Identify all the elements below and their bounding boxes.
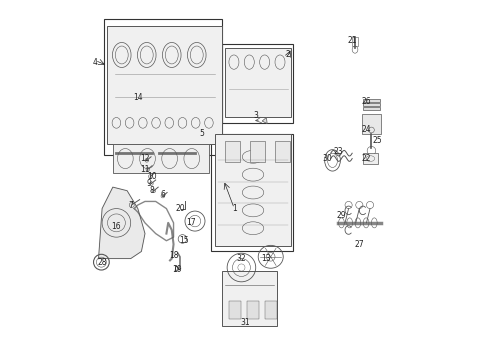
Bar <box>215 134 292 246</box>
Bar <box>225 141 240 162</box>
Text: 24: 24 <box>362 126 371 135</box>
Text: 8: 8 <box>150 186 154 195</box>
Text: 3: 3 <box>253 111 258 120</box>
Text: 6: 6 <box>160 190 165 199</box>
Bar <box>352 37 358 46</box>
Text: 26: 26 <box>362 97 371 106</box>
Text: 10: 10 <box>147 172 157 181</box>
Ellipse shape <box>124 150 129 157</box>
Bar <box>113 144 209 173</box>
Bar <box>250 141 265 162</box>
Bar <box>211 134 293 251</box>
Text: 4: 4 <box>93 58 98 67</box>
Text: 17: 17 <box>187 219 196 228</box>
Text: 22: 22 <box>362 154 371 163</box>
Text: 1: 1 <box>232 204 237 213</box>
Text: 27: 27 <box>354 240 364 249</box>
Ellipse shape <box>161 150 165 157</box>
Text: 31: 31 <box>240 318 250 327</box>
Bar <box>104 19 222 155</box>
Text: 19: 19 <box>172 265 182 274</box>
Text: 16: 16 <box>112 222 121 231</box>
Text: 20: 20 <box>176 204 186 213</box>
Text: 21: 21 <box>347 36 357 45</box>
Ellipse shape <box>131 150 136 157</box>
Bar <box>222 44 293 123</box>
Text: 29: 29 <box>337 211 346 220</box>
Ellipse shape <box>118 150 122 157</box>
Polygon shape <box>98 187 145 258</box>
Text: 15: 15 <box>179 236 189 245</box>
Bar <box>363 108 380 111</box>
Text: 12: 12 <box>140 154 150 163</box>
Text: 25: 25 <box>372 136 382 145</box>
Text: 7: 7 <box>128 201 133 210</box>
Ellipse shape <box>181 150 185 157</box>
Ellipse shape <box>138 150 143 157</box>
Text: 28: 28 <box>98 258 107 267</box>
Bar <box>363 153 378 164</box>
Bar <box>222 271 277 327</box>
Text: 32: 32 <box>237 254 246 263</box>
Bar <box>107 26 222 144</box>
Bar <box>229 301 242 319</box>
Text: 9: 9 <box>146 179 151 188</box>
Ellipse shape <box>188 150 192 157</box>
Text: 13: 13 <box>262 254 271 263</box>
Ellipse shape <box>168 150 172 157</box>
Ellipse shape <box>145 150 149 157</box>
Text: 11: 11 <box>140 165 150 174</box>
Text: 18: 18 <box>169 251 178 260</box>
Text: 2: 2 <box>286 50 290 59</box>
Bar <box>363 103 380 106</box>
Bar <box>247 301 259 319</box>
Text: 5: 5 <box>200 129 204 138</box>
Text: 30: 30 <box>322 154 332 163</box>
Polygon shape <box>262 117 267 123</box>
Text: 14: 14 <box>133 93 143 102</box>
Bar <box>275 141 290 162</box>
Text: 23: 23 <box>333 147 343 156</box>
Ellipse shape <box>174 150 178 157</box>
Bar <box>265 301 277 319</box>
Bar <box>363 99 380 102</box>
Bar <box>362 114 381 134</box>
Bar <box>225 48 292 117</box>
